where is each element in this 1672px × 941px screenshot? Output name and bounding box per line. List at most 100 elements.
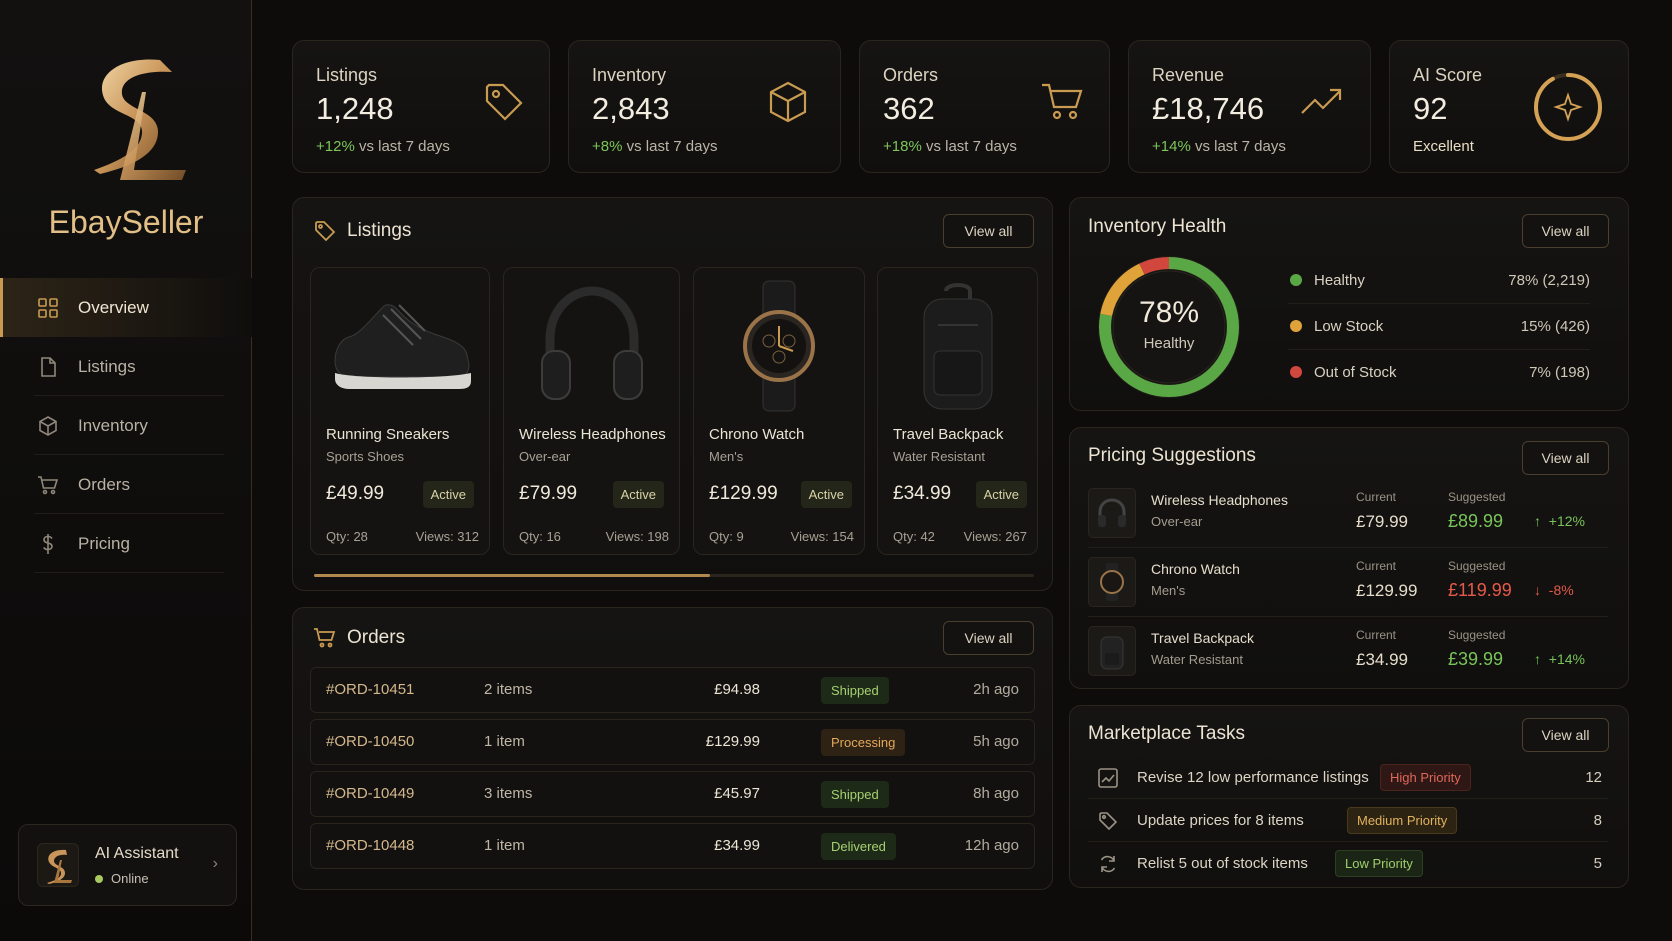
price-change-value: -8% (1548, 582, 1574, 598)
stat-card-ai-score[interactable]: AI Score 92 Excellent (1389, 40, 1629, 173)
order-time: 8h ago (973, 785, 1019, 802)
status-badge: Delivered (821, 833, 896, 860)
listings-scrollbar-track[interactable] (314, 574, 1034, 577)
task-row[interactable]: Update prices for 8 items Medium Priorit… (1088, 800, 1608, 842)
sneaker-image (311, 276, 489, 416)
price-change-value: +14% (1548, 651, 1585, 667)
status-badge: Active (800, 481, 852, 508)
stat-change: +8% vs last 7 days (592, 138, 718, 155)
stat-card-inventory[interactable]: Inventory 2,843 +8% vs last 7 days (568, 40, 841, 173)
legend-item-out-of-stock: Out of Stock 7% (198) (1288, 350, 1590, 396)
task-text: Update prices for 8 items (1137, 812, 1304, 829)
inventory-health-view-all-button[interactable]: View all (1522, 214, 1609, 248)
listing-name: Running Sneakers (326, 426, 450, 443)
tasks-view-all-button[interactable]: View all (1522, 718, 1609, 752)
listing-category: Over-ear (519, 449, 571, 464)
listings-view-all-button[interactable]: View all (943, 214, 1034, 248)
priority-badge: Low Priority (1335, 850, 1423, 877)
suggested-price: £89.99 (1448, 511, 1504, 531)
listings-title: Listings (313, 219, 411, 243)
ai-score-ring (1534, 73, 1602, 141)
stat-value: 362 (883, 91, 935, 126)
task-row[interactable]: Relist 5 out of stock items Low Priority… (1088, 843, 1608, 885)
listing-name: Wireless Headphones (519, 426, 666, 443)
stat-value: 92 (1413, 91, 1448, 126)
donut-center-label: Healthy (1143, 335, 1195, 352)
stat-label: Inventory (592, 65, 667, 85)
stat-card-listings[interactable]: Listings 1,248 +12% vs last 7 days (292, 40, 550, 173)
listing-qty: Qty: 16 (519, 529, 561, 544)
listing-qty: Qty: 28 (326, 529, 368, 544)
stat-value: 2,843 (592, 91, 670, 126)
stat-change-pct: +12% (316, 138, 355, 155)
pricing-row[interactable]: Wireless Headphones Over-ear Current £79… (1088, 480, 1608, 548)
task-row[interactable]: Revise 12 low performance listings High … (1088, 757, 1608, 799)
backpack-image (878, 276, 1037, 416)
cart-icon (36, 473, 60, 497)
orders-view-all-button[interactable]: View all (943, 621, 1034, 655)
brand-name: EbaySeller (48, 204, 204, 240)
sidebar-item-inventory[interactable]: Inventory (0, 396, 252, 455)
listing-category: Men's (709, 449, 744, 464)
stat-change-pct: +8% (592, 138, 623, 155)
donut-segment-out-of-stock (1099, 257, 1239, 397)
suggested-price: £39.99 (1448, 649, 1504, 669)
stat-card-revenue[interactable]: Revenue £18,746 +14% vs last 7 days (1128, 40, 1371, 173)
order-id: #ORD-10448 (326, 837, 415, 854)
pricing-view-all-button[interactable]: View all (1522, 441, 1609, 475)
listing-card-chrono-watch[interactable]: Chrono Watch Men's £129.99 Active Qty: 9… (693, 267, 865, 555)
order-row[interactable]: #ORD-10448 1 item £34.99 Delivered 12h a… (310, 823, 1035, 869)
sidebar-item-overview[interactable]: Overview (0, 278, 252, 337)
ai-assistant-card[interactable]: AI Assistant Online › (18, 824, 237, 906)
dollar-icon (36, 532, 60, 556)
legend-dot-icon (1290, 366, 1302, 378)
sidebar-item-orders[interactable]: Orders (0, 455, 252, 514)
status-badge: Active (612, 481, 664, 508)
orders-title-text: Orders (347, 627, 406, 648)
status-badge: Shipped (821, 781, 889, 808)
stat-label: Orders (883, 65, 939, 85)
orders-title: Orders (313, 626, 405, 650)
listing-price: £79.99 (519, 483, 578, 504)
sidebar-item-pricing[interactable]: Pricing (0, 514, 252, 573)
order-amount: £34.99 (714, 837, 760, 854)
suggested-label: Suggested (1448, 628, 1506, 642)
assistant-title: AI Assistant (95, 845, 179, 862)
listing-card-travel-backpack[interactable]: Travel Backpack Water Resistant £34.99 A… (877, 267, 1038, 555)
listing-views: Views: 198 (605, 529, 669, 544)
legend-value: 78% (2,219) (1508, 272, 1590, 289)
pricing-item-category: Men's (1151, 583, 1186, 598)
donut-center-value: 78% (1138, 296, 1200, 329)
backpack-thumbnail (1088, 626, 1136, 676)
listing-qty: Qty: 42 (893, 529, 935, 544)
listings-title-text: Listings (347, 220, 412, 241)
order-time: 12h ago (964, 837, 1019, 854)
pricing-row[interactable]: Travel Backpack Water Resistant Current … (1088, 618, 1608, 686)
listing-card-running-sneakers[interactable]: Running Sneakers Sports Shoes £49.99 Act… (310, 267, 490, 555)
price-change-value: +12% (1548, 513, 1585, 529)
pricing-row[interactable]: Chrono Watch Men's Current £129.99 Sugge… (1088, 549, 1608, 617)
listing-card-wireless-headphones[interactable]: Wireless Headphones Over-ear £79.99 Acti… (503, 267, 680, 555)
tag-icon (1099, 812, 1118, 831)
order-items: 3 items (484, 785, 533, 802)
box-icon (769, 81, 807, 123)
sidebar-item-label: Inventory (78, 415, 148, 435)
order-row[interactable]: #ORD-10451 2 items £94.98 Shipped 2h ago (310, 667, 1035, 713)
listings-scrollbar-thumb[interactable] (314, 574, 710, 577)
order-items: 1 item (484, 837, 525, 854)
online-dot-icon (95, 875, 103, 883)
order-id: #ORD-10449 (326, 785, 415, 802)
order-row[interactable]: #ORD-10449 3 items £45.97 Shipped 8h ago (310, 771, 1035, 817)
order-row[interactable]: #ORD-10450 1 item £129.99 Processing 5h … (310, 719, 1035, 765)
order-id: #ORD-10451 (326, 681, 415, 698)
task-text: Revise 12 low performance listings (1137, 769, 1369, 786)
stat-change-suffix: vs last 7 days (1194, 138, 1286, 155)
order-items: 1 item (484, 733, 525, 750)
sidebar-item-listings[interactable]: Listings (0, 337, 252, 396)
stat-card-orders[interactable]: Orders 362 +18% vs last 7 days (859, 40, 1110, 173)
tasks-title: Marketplace Tasks (1088, 723, 1245, 744)
listing-name: Travel Backpack (893, 426, 1004, 443)
order-time: 2h ago (973, 681, 1019, 698)
stat-note: Excellent (1413, 138, 1474, 155)
refresh-icon (1100, 855, 1116, 873)
